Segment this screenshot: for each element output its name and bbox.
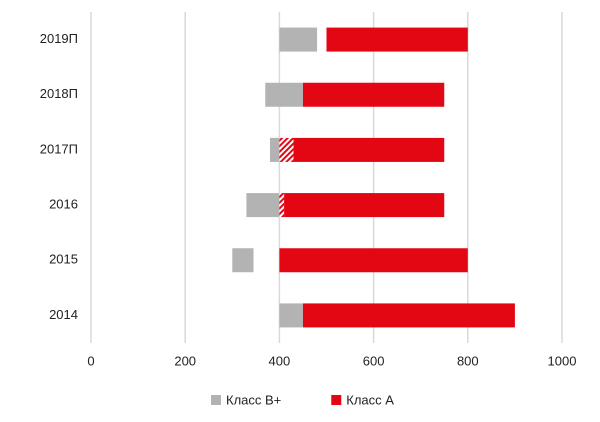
bar-segment <box>293 137 445 162</box>
x-tick-label: 200 <box>174 353 196 368</box>
bar-segment <box>232 248 254 273</box>
bar-segment <box>279 137 294 162</box>
x-tick-label: 0 <box>87 353 94 368</box>
x-tick-label: 600 <box>363 353 385 368</box>
bar-segment <box>269 137 280 162</box>
legend-label: Класс В+ <box>226 392 281 407</box>
y-tick-label: 2018П <box>40 86 78 101</box>
bar-segment <box>302 82 445 107</box>
x-tick-label: 1000 <box>548 353 577 368</box>
x-tick-label: 400 <box>269 353 291 368</box>
bar-segment <box>284 193 445 218</box>
bar-segment <box>326 27 468 52</box>
y-tick-label: 2019П <box>40 31 78 46</box>
bar-segment <box>279 248 468 273</box>
bar-segment <box>279 303 303 328</box>
y-tick-label: 2017П <box>40 141 78 156</box>
bar-segment <box>246 193 280 218</box>
legend-label: Класс А <box>346 392 394 407</box>
bar-segment <box>279 27 318 52</box>
bar-segment <box>265 82 303 107</box>
legend-swatch <box>211 395 221 405</box>
bar-segment <box>302 303 515 328</box>
y-tick-label: 2014 <box>49 307 78 322</box>
bar-segment <box>279 193 285 218</box>
y-tick-label: 2015 <box>49 252 78 267</box>
y-tick-label: 2016 <box>49 197 78 212</box>
x-tick-label: 800 <box>457 353 479 368</box>
legend-swatch <box>331 395 342 405</box>
